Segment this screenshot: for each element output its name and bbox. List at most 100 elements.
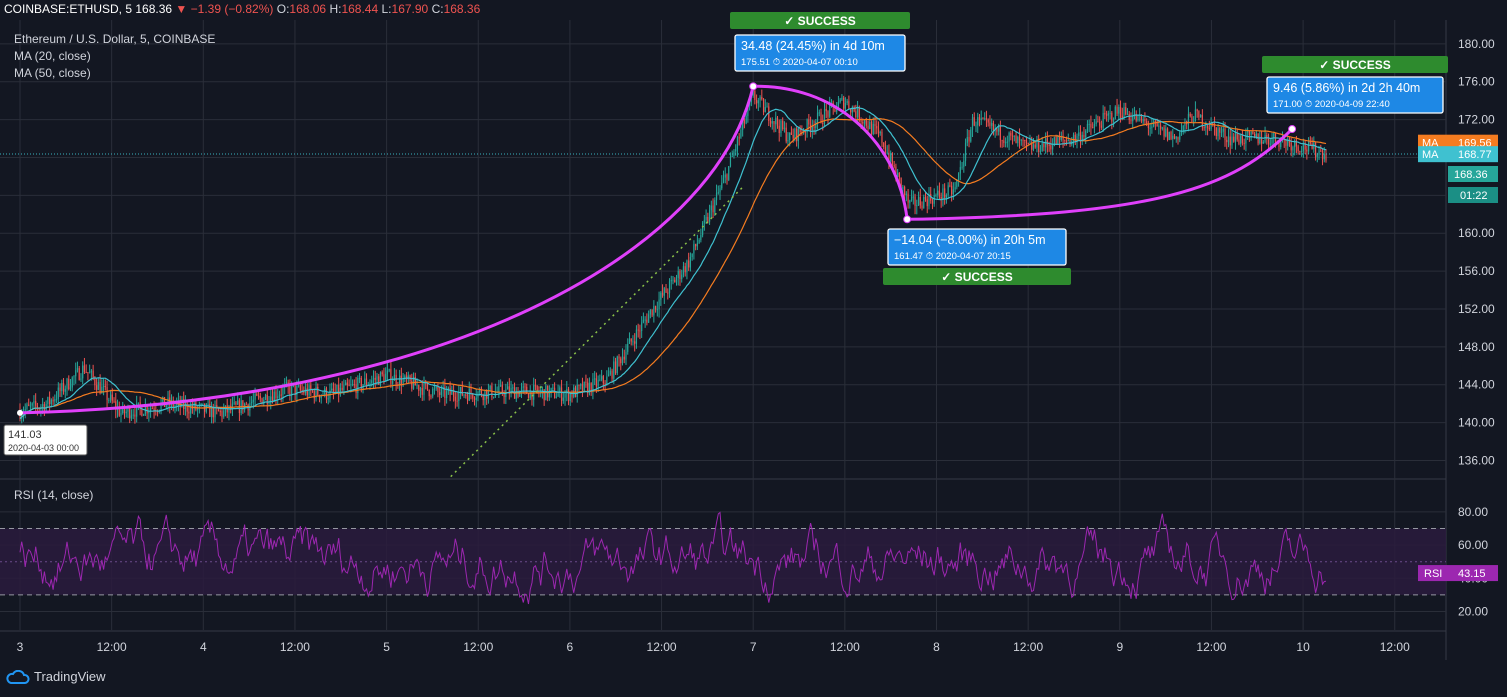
candle-body xyxy=(1306,149,1308,152)
candle-body xyxy=(183,399,185,409)
candle-body xyxy=(210,406,213,417)
candle-body xyxy=(562,397,564,401)
ma20-legend[interactable]: MA (20, close) xyxy=(14,49,91,63)
candle-body xyxy=(291,385,293,396)
candle-body xyxy=(353,384,355,386)
candle-body xyxy=(1288,140,1291,143)
candle-body xyxy=(1106,114,1108,116)
candle-body xyxy=(1212,122,1214,124)
candle-body xyxy=(444,386,446,399)
ma50-line xyxy=(19,118,1327,420)
candle-body xyxy=(951,185,953,195)
candle-body xyxy=(667,292,669,294)
candle-body xyxy=(606,376,608,385)
candle-body xyxy=(1266,135,1268,139)
candle-body xyxy=(64,388,66,392)
candle-body xyxy=(404,375,406,380)
candle-body xyxy=(343,385,345,391)
arc-path xyxy=(753,84,909,220)
candle-body xyxy=(268,402,270,404)
candle-body xyxy=(771,121,773,124)
candle-body xyxy=(102,385,105,387)
candle-body xyxy=(433,388,436,390)
candle-body xyxy=(618,356,620,359)
candle-body xyxy=(1295,140,1298,147)
candle-body xyxy=(376,376,378,380)
candle-body xyxy=(130,415,133,419)
candle-body xyxy=(689,257,692,268)
candle-body xyxy=(1031,142,1033,150)
ma50-legend[interactable]: MA (50, close) xyxy=(14,66,91,80)
close-label: C: xyxy=(431,2,444,16)
candle-body xyxy=(668,281,671,294)
candle-body xyxy=(858,107,860,121)
candle-body xyxy=(369,382,371,385)
candle-body xyxy=(923,196,925,209)
candle-body xyxy=(902,186,904,190)
candle-body xyxy=(472,393,474,399)
chart-title[interactable]: Ethereum / U.S. Dollar, 5, COINBASE xyxy=(14,32,216,46)
start-label-box xyxy=(3,424,88,456)
candle-body xyxy=(473,398,476,400)
candle-body xyxy=(602,376,604,384)
candle-body xyxy=(820,112,822,123)
ma20-price-tag-name: MA xyxy=(1422,149,1439,161)
candle-body xyxy=(836,107,838,112)
candle-body xyxy=(118,407,120,416)
candle-body xyxy=(1175,136,1177,139)
tradingview-logo[interactable]: TradingView xyxy=(6,669,106,684)
candle-body xyxy=(1231,136,1233,146)
rsi-legend[interactable]: RSI (14, close) xyxy=(14,488,94,502)
candle-body xyxy=(813,126,815,128)
candle-body xyxy=(1116,106,1118,114)
candle-body xyxy=(585,381,587,383)
callout-box xyxy=(1266,76,1444,114)
candle-body xyxy=(160,402,162,411)
candle-body xyxy=(627,344,629,352)
candle-body xyxy=(360,377,362,389)
candle-body xyxy=(724,174,726,178)
x-tick-label: 4 xyxy=(200,640,207,654)
candle-body xyxy=(383,374,385,382)
candle-body xyxy=(963,160,965,167)
candle-body xyxy=(651,309,653,316)
success-badge-label: ✓ SUCCESS xyxy=(1319,58,1390,72)
candle-body xyxy=(625,351,627,360)
candle-body xyxy=(823,109,826,124)
candle-body xyxy=(115,401,117,410)
candle-body xyxy=(132,414,134,416)
candle-body xyxy=(26,404,28,410)
start-label-time: 2020-04-03 00:00 xyxy=(8,443,79,453)
candle-body xyxy=(480,389,483,396)
candle-body xyxy=(587,382,589,394)
candle-body xyxy=(1226,139,1228,143)
candle-body xyxy=(176,402,178,406)
candle-body xyxy=(428,389,430,397)
candle-body xyxy=(884,146,887,153)
candle-body xyxy=(1290,142,1292,151)
candle-body xyxy=(512,387,514,389)
candle-body xyxy=(984,118,986,120)
candle-body xyxy=(1259,137,1261,144)
x-tick-label: 12:00 xyxy=(1380,640,1410,654)
candle-body xyxy=(862,121,864,124)
y-tick-label: 144.00 xyxy=(1458,378,1495,392)
candle-body xyxy=(698,239,700,244)
candle-body xyxy=(29,405,32,407)
candle-body xyxy=(55,398,58,400)
candle-body xyxy=(1142,119,1144,122)
candle-body xyxy=(675,277,678,283)
candle-body xyxy=(367,384,369,386)
candle-body xyxy=(1243,142,1245,144)
candle-body xyxy=(628,338,631,345)
candle-body xyxy=(1010,132,1012,136)
low-label: L: xyxy=(381,2,392,16)
candle-body xyxy=(839,99,841,103)
candle-body xyxy=(1191,116,1193,122)
candle-body xyxy=(216,405,218,409)
candle-body xyxy=(560,387,563,401)
candle-body xyxy=(1215,127,1217,137)
candle-body xyxy=(186,403,188,412)
success-badge xyxy=(1262,56,1448,73)
